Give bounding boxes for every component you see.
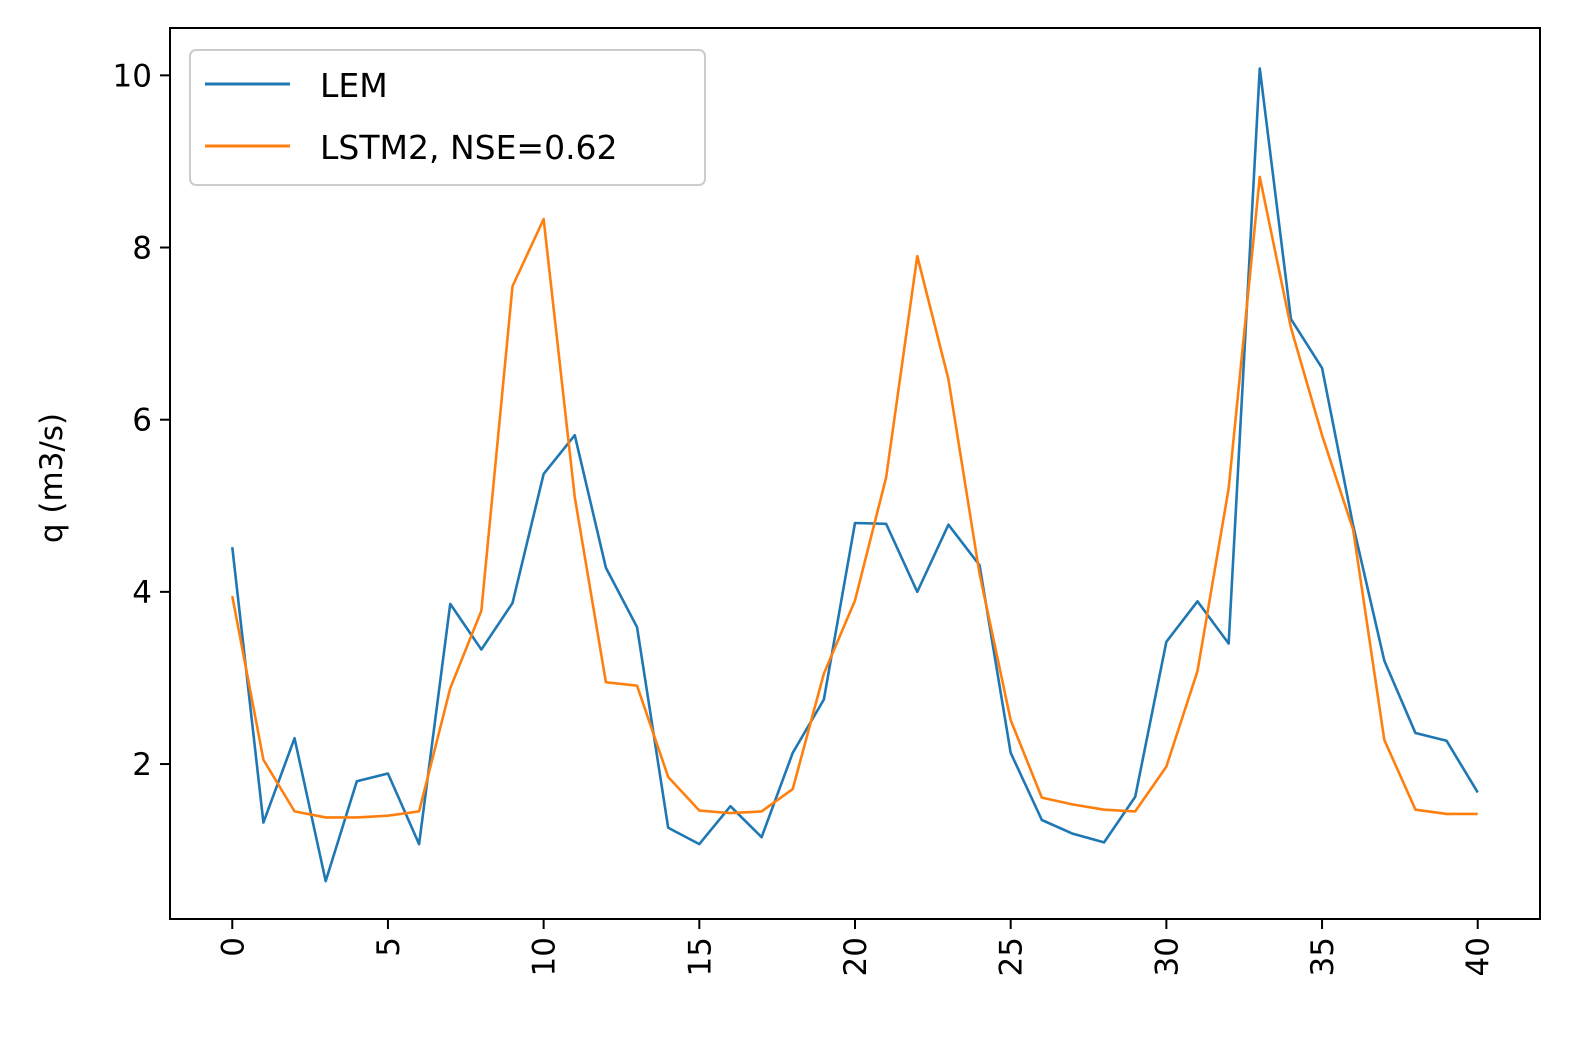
series-line-lem <box>230 67 1479 883</box>
x-tick-label: 10 <box>527 937 563 976</box>
x-tick-label: 5 <box>371 937 407 957</box>
y-axis: 2 4 6 8 10 <box>113 58 170 783</box>
legend-label-lstm2: LSTM2, NSE=0.62 <box>320 128 618 167</box>
series-lines <box>230 67 1479 883</box>
y-axis-label: q (m3/s) <box>34 413 70 543</box>
x-tick-label: 0 <box>215 937 251 957</box>
y-tick-label: 10 <box>113 58 152 94</box>
x-tick-label: 30 <box>1149 937 1185 976</box>
series-line-lstm2 <box>230 175 1478 819</box>
legend: LEM LSTM2, NSE=0.62 <box>189 49 706 186</box>
x-tick-label: 40 <box>1461 937 1497 976</box>
legend-label-lem: LEM <box>320 66 388 105</box>
x-tick-label: 20 <box>838 937 874 976</box>
x-tick-label: 15 <box>682 937 718 976</box>
y-tick-label: 8 <box>132 231 152 267</box>
x-tick-label: 25 <box>994 937 1030 976</box>
legend-box <box>189 49 706 186</box>
y-tick-label: 6 <box>132 403 152 439</box>
y-tick-label: 4 <box>132 575 152 611</box>
y-tick-label: 2 <box>132 747 152 783</box>
x-tick-label: 35 <box>1305 937 1341 976</box>
x-axis: 0 5 10 15 20 25 30 35 40 <box>215 919 1497 976</box>
